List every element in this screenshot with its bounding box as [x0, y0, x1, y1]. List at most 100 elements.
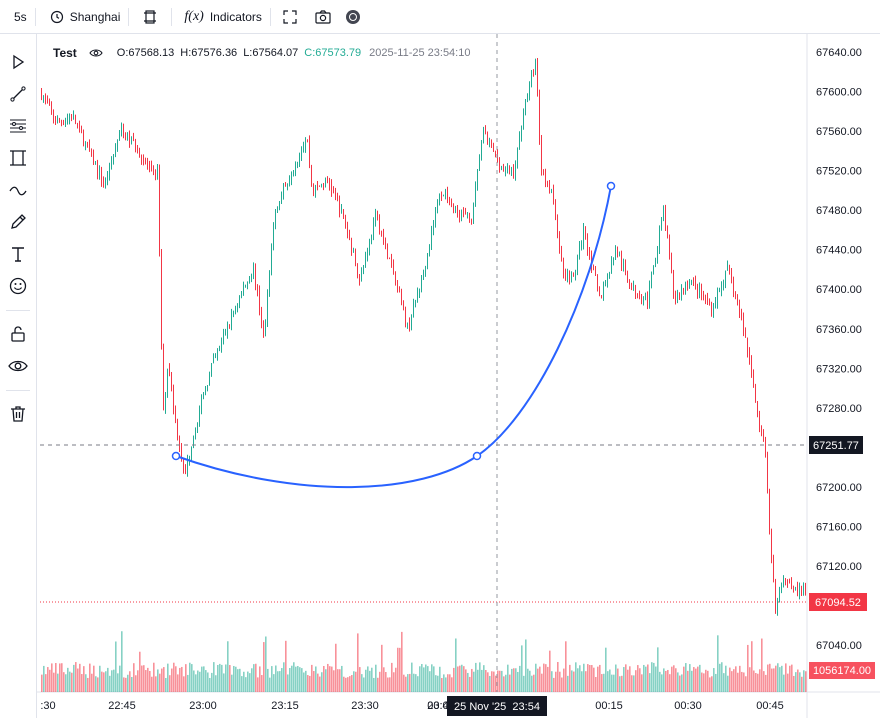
volume-bar: [255, 663, 257, 692]
volume-bar: [523, 675, 525, 692]
volume-bar: [579, 665, 581, 692]
price-tick-label: 67080.00: [816, 601, 862, 613]
theme-button[interactable]: [337, 0, 369, 33]
volume-bar: [253, 664, 255, 692]
trendline-tool-button[interactable]: [6, 82, 30, 106]
volume-bar: [345, 677, 347, 692]
price-axis[interactable]: 67640.00 67600.00 67560.00 67520.00 67480.00…: [816, 47, 862, 652]
toolbar-divider: [269, 7, 271, 26]
volume-bar: [431, 664, 433, 692]
timezone-button[interactable]: Shanghai: [36, 0, 129, 33]
remove-drawings-button[interactable]: [6, 402, 30, 426]
text-tool-button[interactable]: [6, 242, 30, 266]
volume-bar: [423, 667, 425, 692]
volume-bar: [213, 662, 215, 692]
volume-bar: [519, 665, 521, 692]
volume-bar: [315, 666, 317, 692]
screenshot-button[interactable]: [309, 0, 337, 33]
channel-tool-button[interactable]: [6, 146, 30, 170]
volume-bar: [419, 666, 421, 692]
volume-bar: [801, 676, 803, 692]
volume-bar: [235, 666, 237, 692]
volume-bar: [495, 675, 497, 692]
volume-bar: [341, 665, 343, 692]
volume-bar: [185, 664, 187, 692]
brush-tool-button[interactable]: [6, 210, 30, 234]
volume-bar: [139, 651, 141, 692]
volume-bar: [197, 670, 199, 692]
interval-button[interactable]: 5s: [0, 0, 35, 33]
legend-high: H:67576.36: [180, 47, 238, 59]
volume-bar: [257, 677, 259, 692]
volume-bar: [313, 671, 315, 692]
arc-anchor-point[interactable]: [606, 181, 616, 191]
fullscreen-button[interactable]: [271, 0, 309, 33]
price-tick-label: 67320.00: [816, 363, 862, 375]
volume-bar: [577, 668, 579, 692]
volume-bar: [677, 672, 679, 692]
volume-bar: [171, 668, 173, 692]
fib-tool-button[interactable]: [6, 114, 30, 138]
arc-drawing[interactable]: [175, 185, 612, 489]
volume-bar: [471, 668, 473, 692]
emoji-icon: [9, 277, 27, 295]
volume-bar: [571, 670, 573, 692]
volume-bar: [231, 674, 233, 692]
volume-bar: [153, 662, 155, 692]
volume-bar: [357, 633, 359, 692]
volume-bar: [805, 671, 807, 692]
volume-bar: [803, 670, 805, 692]
symbol-name[interactable]: Test: [53, 46, 77, 60]
volume-bar: [693, 667, 695, 692]
arc-anchor-point[interactable]: [472, 451, 482, 461]
theme-icon: [345, 9, 360, 24]
volume-bar: [539, 666, 541, 692]
time-tick-label: 00:45: [756, 700, 784, 712]
volume-bar: [769, 663, 771, 692]
volume-bar: [665, 670, 667, 692]
compare-button[interactable]: [129, 0, 171, 33]
visibility-tool-button[interactable]: [6, 354, 30, 378]
volume-bar: [405, 676, 407, 692]
time-tick-label: 00:15: [595, 700, 623, 712]
volume-bar: [681, 674, 683, 692]
indicators-label: Indicators: [209, 9, 262, 24]
bar-style-icon: [144, 9, 157, 24]
emoji-tool-button[interactable]: [6, 274, 30, 298]
lock-tool-button[interactable]: [6, 322, 30, 346]
volume-bar: [325, 669, 327, 692]
volume-bar: [371, 667, 373, 692]
volume-bar: [81, 674, 83, 692]
arc-anchor-point[interactable]: [171, 451, 181, 461]
volume-bar: [669, 674, 671, 692]
volume-bar: [83, 666, 85, 692]
volume-bar: [165, 677, 167, 692]
volume-bar: [475, 662, 477, 692]
volume-bar: [725, 665, 727, 692]
price-tick-label: 67480.00: [816, 205, 862, 217]
cursor-tool-button[interactable]: [6, 50, 30, 74]
volume-bar: [301, 668, 303, 692]
volume-bar: [719, 663, 721, 692]
legend-open: O:67568.13: [116, 47, 175, 59]
volume-bar: [763, 671, 765, 692]
volume-bar: [225, 664, 227, 692]
volume-bar: [461, 664, 463, 692]
volume-bar: [767, 664, 769, 692]
indicators-button[interactable]: f(x) Indicators: [172, 0, 269, 33]
volume-bar: [469, 676, 471, 692]
eye-icon[interactable]: [89, 48, 103, 58]
volume-bar: [91, 673, 93, 692]
volume-bar: [143, 665, 145, 692]
volume-bar: [195, 674, 197, 692]
volume-bar: [757, 673, 759, 692]
volume-bar: [783, 674, 785, 692]
volume-bar: [103, 672, 105, 692]
volume-bar: [125, 677, 127, 692]
volume-bar: [267, 668, 269, 692]
volume-bar: [265, 636, 267, 692]
volume-bar: [775, 665, 777, 692]
curve-tool-button[interactable]: [6, 178, 30, 202]
